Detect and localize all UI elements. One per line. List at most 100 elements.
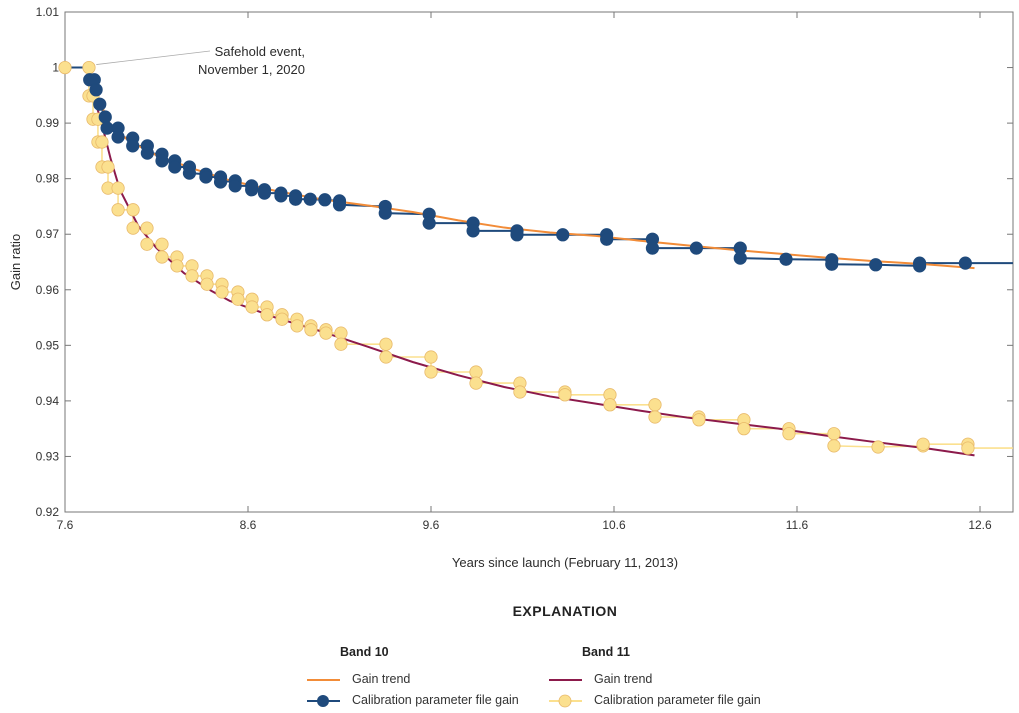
annotation-line-1: Safehold event, bbox=[215, 44, 305, 59]
cpf-marker-band10 bbox=[100, 121, 114, 135]
cpf-marker-band10 bbox=[257, 186, 272, 200]
cpf-marker-band11 bbox=[334, 337, 348, 351]
cpf-marker-band10 bbox=[600, 232, 614, 246]
cpf-marker-band10 bbox=[869, 258, 883, 272]
cpf-marker-band11 bbox=[334, 326, 348, 340]
cpf-marker-band10 bbox=[89, 83, 103, 97]
cpf-marker-band10 bbox=[213, 175, 228, 189]
legend-band10-cpf-marker bbox=[317, 695, 329, 707]
cpf-marker-band10 bbox=[182, 166, 197, 180]
cpf-marker-band10 bbox=[378, 206, 392, 220]
y-tick-label: 0.96 bbox=[36, 283, 60, 297]
cpf-marker-band10 bbox=[332, 198, 347, 212]
cpf-marker-band11 bbox=[379, 350, 393, 364]
cpf-marker-band10 bbox=[958, 256, 972, 270]
legend-band10-trend-label: Gain trend bbox=[352, 672, 411, 686]
cpf-marker-band11 bbox=[304, 323, 318, 337]
y-tick-label: 0.94 bbox=[36, 394, 60, 408]
cpf-marker-band10 bbox=[913, 256, 927, 270]
cpf-marker-band11 bbox=[155, 237, 169, 251]
axes: 0.92 0.93 0.94 0.95 0.96 0.97 0.98 0.99 1 1.01 7.6… bbox=[36, 5, 1014, 532]
cpf-marker-band11 bbox=[126, 221, 140, 235]
cpf-marker-band11 bbox=[558, 388, 572, 402]
cpf-marker-band10 bbox=[825, 257, 839, 271]
legend-band10-cpf-label: Calibration parameter file gain bbox=[352, 693, 519, 707]
cpf-marker-band11 bbox=[215, 285, 229, 299]
cpf-marker-band10 bbox=[274, 189, 288, 203]
cpf-line-band10 bbox=[65, 66, 1013, 267]
cpf-marker-band10 bbox=[111, 130, 125, 144]
cpf-marker-band11 bbox=[871, 440, 885, 454]
x-tick-label: 9.6 bbox=[423, 518, 440, 532]
cpf-marker-band11 bbox=[111, 181, 125, 195]
cpf-marker-band11 bbox=[245, 300, 259, 314]
cpf-marker-band11 bbox=[827, 439, 841, 453]
cpf-marker-band10 bbox=[93, 97, 107, 111]
cpf-marker-band10 bbox=[98, 110, 112, 124]
plot-frame bbox=[64, 11, 1014, 513]
cpf-marker-band10 bbox=[168, 160, 182, 174]
y-tick-label: 1 bbox=[52, 61, 59, 75]
cpf-marker-band10 bbox=[645, 241, 660, 255]
cpf-marker-band11 bbox=[58, 60, 72, 75]
trend-line-band11 bbox=[87, 75, 975, 457]
x-tick-label: 8.6 bbox=[240, 518, 257, 532]
cpf-marker-band10 bbox=[126, 139, 140, 153]
cpf-marker-band11 bbox=[140, 237, 154, 251]
cpf-line-band11 bbox=[65, 66, 1013, 449]
cpf-marker-band11 bbox=[111, 203, 125, 217]
x-tick-label: 10.6 bbox=[602, 518, 626, 532]
cpf-marker-band10 bbox=[510, 228, 524, 242]
x-axis-label: Years since launch (February 11, 2013) bbox=[452, 555, 678, 570]
cpf-marker-band10 bbox=[779, 252, 793, 266]
cpf-marker-band10 bbox=[155, 154, 169, 168]
cpf-marker-band11 bbox=[95, 135, 109, 149]
y-tick-label: 0.97 bbox=[36, 227, 60, 241]
cpf-marker-band11 bbox=[126, 203, 140, 217]
cpf-marker-band11 bbox=[275, 312, 289, 326]
y-tick-label: 0.99 bbox=[36, 116, 60, 130]
legend-band11-cpf-marker bbox=[558, 694, 572, 708]
cpf-marker-band11 bbox=[200, 277, 214, 291]
cpf-marker-band10 bbox=[303, 192, 317, 206]
cpf-marker-band11 bbox=[424, 365, 438, 379]
cpf-marker-band11 bbox=[101, 160, 115, 174]
y-tick-label: 0.95 bbox=[36, 338, 60, 352]
y-tick-label: 0.98 bbox=[36, 172, 60, 186]
legend-band10-title: Band 10 bbox=[340, 645, 389, 659]
cpf-marker-band10 bbox=[733, 251, 747, 265]
cpf-marker-band11 bbox=[319, 326, 333, 340]
x-tick-label: 11.6 bbox=[786, 518, 809, 532]
legend-band11-trend-label: Gain trend bbox=[594, 672, 653, 686]
cpf-marker-band11 bbox=[82, 60, 96, 75]
x-tick-label: 12.6 bbox=[968, 518, 992, 532]
legend-band11-cpf-label: Calibration parameter file gain bbox=[594, 693, 761, 707]
cpf-marker-band11 bbox=[424, 350, 438, 364]
cpf-marker-band11 bbox=[782, 427, 796, 441]
y-tick-label: 1.01 bbox=[36, 5, 60, 19]
cpf-marker-band10 bbox=[556, 228, 570, 242]
y-tick-label: 0.92 bbox=[36, 505, 60, 519]
annotation-line-2: November 1, 2020 bbox=[198, 62, 305, 77]
cpf-marker-band11 bbox=[603, 398, 617, 412]
annotation-leader-line bbox=[96, 50, 211, 65]
y-tick-label: 0.93 bbox=[36, 449, 60, 463]
cpf-marker-band11 bbox=[260, 308, 274, 322]
cpf-marker-band11 bbox=[513, 385, 527, 399]
cpf-marker-band11 bbox=[231, 292, 245, 306]
legend-band11-title: Band 11 bbox=[582, 645, 630, 659]
cpf-marker-band11 bbox=[155, 250, 169, 264]
cpf-marker-band11 bbox=[469, 365, 483, 379]
series-layer bbox=[58, 60, 1013, 457]
cpf-marker-band10 bbox=[422, 216, 436, 230]
cpf-marker-band11 bbox=[648, 410, 662, 424]
cpf-marker-band10 bbox=[689, 241, 703, 255]
x-tick-label: 7.6 bbox=[57, 518, 74, 532]
cpf-marker-band11 bbox=[185, 269, 199, 283]
cpf-marker-band11 bbox=[737, 422, 751, 436]
cpf-marker-band11 bbox=[648, 398, 662, 412]
cpf-marker-band10 bbox=[199, 170, 213, 184]
cpf-marker-band11 bbox=[170, 259, 184, 273]
cpf-marker-band11 bbox=[961, 441, 975, 455]
